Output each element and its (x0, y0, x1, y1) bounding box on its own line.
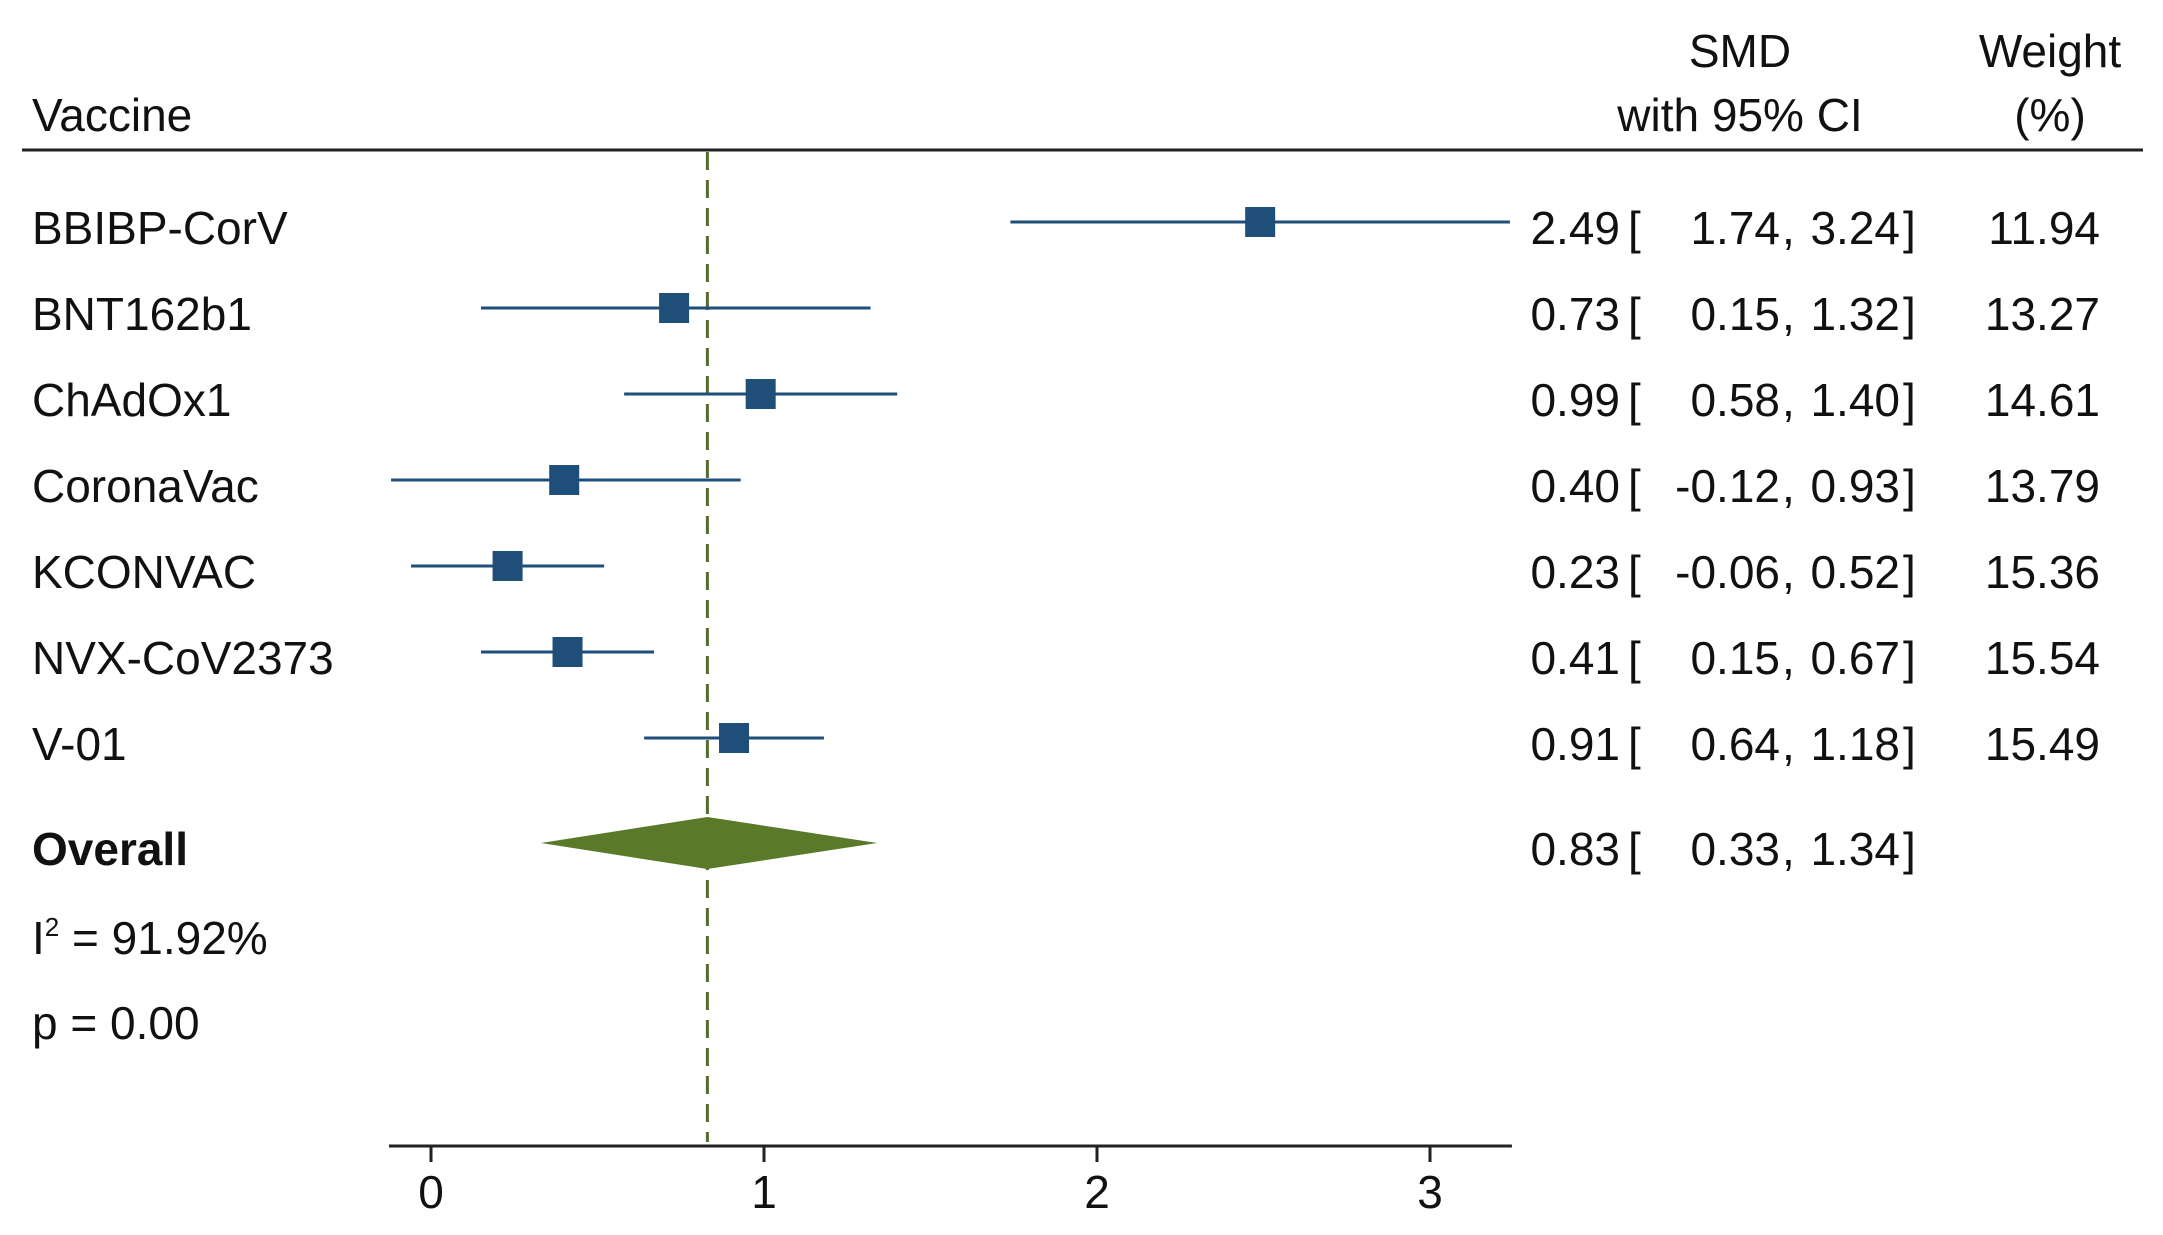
bracket-close: ] (1903, 546, 1916, 598)
overall-bracket-open: [ (1628, 823, 1641, 875)
overall-diamond (540, 817, 878, 869)
bracket-close: ] (1903, 632, 1916, 684)
study-estimate: 0.99 (1530, 374, 1620, 426)
x-tick-label: 1 (751, 1166, 777, 1218)
study-upper: 1.18 (1810, 718, 1900, 770)
study-weight: 15.49 (1984, 718, 2100, 770)
study-upper: 3.24 (1810, 202, 1900, 254)
study-label: BNT162b1 (32, 288, 252, 340)
study-label: KCONVAC (32, 546, 257, 598)
study-lower: -0.06 (1675, 546, 1780, 598)
effect-marker (719, 723, 750, 753)
study-weight: 11.94 (1988, 202, 2100, 254)
effect-marker (1245, 207, 1276, 237)
bracket-close: ] (1903, 374, 1916, 426)
study-upper: 1.32 (1810, 288, 1900, 340)
overall-label: Overall (32, 823, 188, 875)
study-estimate: 0.23 (1530, 546, 1620, 598)
study-label: ChAdOx1 (32, 374, 232, 426)
study-estimate: 0.41 (1530, 632, 1620, 684)
study-label: BBIBP-CorV (32, 202, 288, 254)
study-label: CoronaVac (32, 460, 259, 512)
bracket-close: ] (1903, 460, 1916, 512)
comma: , (1782, 374, 1795, 426)
bracket-close: ] (1903, 288, 1916, 340)
overall-lower: 0.33 (1690, 823, 1780, 875)
comma: , (1782, 546, 1795, 598)
study-label: NVX-CoV2373 (32, 632, 334, 684)
overall-upper: 1.34 (1810, 823, 1900, 875)
study-upper: 0.93 (1810, 460, 1900, 512)
study-weight: 13.79 (1984, 460, 2100, 512)
study-upper: 0.67 (1810, 632, 1900, 684)
overall-comma: , (1782, 823, 1795, 875)
study-estimate: 0.91 (1530, 718, 1620, 770)
header-smd: SMD (1688, 25, 1792, 77)
bracket-open: [ (1628, 632, 1641, 684)
bracket-open: [ (1628, 288, 1641, 340)
study-weight: 13.27 (1984, 288, 2100, 340)
study-weight: 15.36 (1984, 546, 2100, 598)
study-lower: 1.74 (1690, 202, 1780, 254)
effect-marker (552, 637, 583, 667)
comma: , (1782, 288, 1795, 340)
overall-bracket-close: ] (1903, 823, 1916, 875)
x-tick-label: 0 (418, 1166, 444, 1218)
bracket-open: [ (1628, 546, 1641, 598)
study-lower: 0.58 (1690, 374, 1780, 426)
study-estimate: 2.49 (1530, 202, 1620, 254)
i2-value: = 91.92% (59, 912, 268, 964)
study-weight: 15.54 (1984, 632, 2100, 684)
overall-estimate: 0.83 (1530, 823, 1620, 875)
study-estimate: 0.73 (1530, 288, 1620, 340)
effect-marker (492, 551, 523, 581)
bracket-close: ] (1903, 718, 1916, 770)
study-upper: 0.52 (1810, 546, 1900, 598)
header-weight: Weight (1978, 25, 2122, 77)
study-lower: 0.64 (1690, 718, 1780, 770)
effect-marker (549, 465, 580, 495)
study-lower: 0.15 (1690, 632, 1780, 684)
bracket-open: [ (1628, 718, 1641, 770)
bracket-close: ] (1903, 202, 1916, 254)
study-label: V-01 (32, 718, 127, 770)
bracket-open: [ (1628, 202, 1641, 254)
header-weight-unit: (%) (2014, 89, 2086, 141)
heterogeneity-i2: I2 = 91.92% (32, 914, 268, 961)
study-estimate: 0.40 (1530, 460, 1620, 512)
study-lower: -0.12 (1675, 460, 1780, 512)
header-vaccine: Vaccine (32, 89, 193, 141)
comma: , (1782, 460, 1795, 512)
comma: , (1782, 202, 1795, 254)
bracket-open: [ (1628, 374, 1641, 426)
study-upper: 1.40 (1810, 374, 1900, 426)
comma: , (1782, 718, 1795, 770)
i2-superscript: 2 (44, 912, 60, 942)
x-tick-label: 2 (1084, 1166, 1110, 1218)
x-tick-label: 3 (1417, 1166, 1443, 1218)
bracket-open: [ (1628, 460, 1641, 512)
comma: , (1782, 632, 1795, 684)
header-ci: with 95% CI (1617, 89, 1863, 141)
effect-marker (659, 293, 690, 323)
study-lower: 0.15 (1690, 288, 1780, 340)
effect-marker (745, 379, 776, 409)
study-weight: 14.61 (1984, 374, 2100, 426)
i2-letter: I (32, 912, 45, 964)
heterogeneity-p: p = 0.00 (32, 997, 200, 1049)
